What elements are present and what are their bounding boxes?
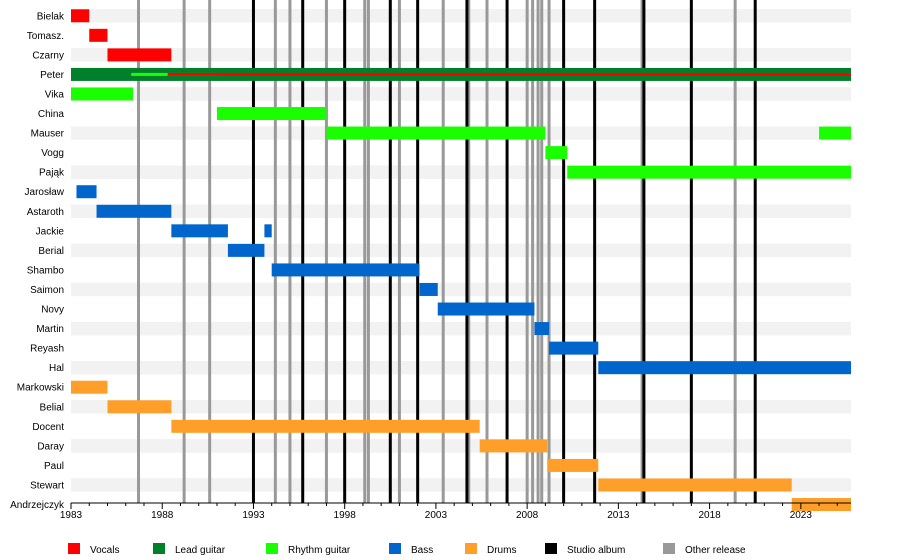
bar-drums: [791, 498, 851, 512]
bar-drums: [171, 419, 480, 433]
x-tick-label: 2023: [790, 510, 813, 521]
bar-bass: [171, 224, 228, 238]
member-label: Vika: [45, 89, 65, 100]
legend-label-rhythm: Rhythm guitar: [288, 545, 351, 556]
bar-drums: [71, 380, 108, 394]
member-label: Paul: [44, 461, 64, 472]
bar-rhythm: [216, 107, 327, 121]
row-band: [71, 204, 851, 219]
bar-bass: [96, 204, 172, 218]
member-label: Astaroth: [27, 207, 64, 218]
x-tick-label: 1998: [334, 510, 357, 521]
member-label: Docent: [32, 422, 64, 433]
legend-swatch-bass: [389, 543, 401, 554]
legend-label-drums: Drums: [487, 545, 516, 556]
bar-rhythm: [567, 165, 851, 179]
row-band: [71, 87, 851, 101]
legend: Vocals Lead guitar Rhythm guitar Bass Drums S…: [68, 543, 746, 556]
member-label: Shambo: [27, 265, 65, 276]
bar-bass: [549, 341, 599, 355]
row-band: [71, 282, 851, 297]
x-tick-label: 2013: [607, 510, 630, 521]
x-tick-label: 1993: [242, 510, 265, 521]
row-band: [71, 48, 851, 62]
member-label: Jackie: [36, 226, 65, 237]
member-label: Andrzejczyk: [10, 500, 65, 511]
bar-bass: [598, 361, 851, 375]
row-band: [71, 321, 851, 336]
bar-vocals: [71, 9, 90, 23]
x-axis: 1983 1988 1993 1998 2003 2008 2013 2018 2023: [60, 502, 851, 521]
member-label: Bielak: [37, 11, 65, 22]
x-tick-label: 2018: [698, 510, 721, 521]
legend-swatch-drums: [465, 543, 477, 554]
member-label: China: [38, 109, 65, 120]
bar-bass: [419, 282, 438, 296]
bar-bass: [227, 243, 265, 257]
member-label: Vogg: [41, 148, 64, 159]
row-band: [71, 439, 851, 453]
bar-rhythm: [71, 87, 134, 101]
member-label: Mauser: [31, 129, 65, 140]
bar-bass: [76, 185, 97, 199]
legend-label-lead: Lead guitar: [175, 545, 226, 556]
member-label: Berial: [38, 246, 64, 257]
bar-vocals: [167, 72, 851, 76]
member-label: Markowski: [17, 383, 64, 394]
legend-label-bass: Bass: [411, 545, 433, 556]
bar-drums: [598, 478, 792, 492]
legend-swatch-studio: [545, 543, 557, 554]
bar-rhythm: [326, 126, 546, 140]
member-labels: Bielak Tomasz. Czarny Peter Vika China Mauser V…: [10, 11, 65, 511]
member-label: Martin: [36, 324, 64, 335]
member-bars: [71, 9, 851, 512]
bar-bass: [437, 302, 535, 316]
bar-bass: [271, 263, 420, 277]
bar-drums: [547, 458, 599, 472]
legend-label-vocals: Vocals: [90, 545, 119, 556]
member-label: Jarosław: [25, 187, 65, 198]
row-band: [71, 400, 851, 414]
member-label: Belial: [40, 402, 64, 413]
member-label: Czarny: [32, 50, 64, 61]
legend-swatch-vocals: [68, 543, 80, 554]
x-tick-label: 1988: [151, 510, 174, 521]
member-label: Saimon: [30, 285, 64, 296]
member-label: Pająk: [39, 168, 65, 179]
bar-rhythm: [819, 126, 851, 140]
member-label: Peter: [40, 70, 65, 81]
member-label: Daray: [37, 441, 64, 452]
legend-swatch-lead: [153, 543, 165, 554]
member-label: Novy: [41, 305, 64, 316]
row-band: [71, 9, 851, 23]
bar-rhythm: [545, 146, 568, 160]
member-label: Tomasz.: [27, 31, 64, 42]
bar-drums: [479, 439, 548, 453]
member-label: Stewart: [30, 480, 64, 491]
legend-swatch-rhythm: [266, 543, 278, 554]
x-tick-label: 2003: [425, 510, 448, 521]
x-tick-label: 1983: [60, 510, 83, 521]
bar-vocals: [107, 48, 172, 62]
member-label: Reyash: [30, 344, 64, 355]
bar-drums: [107, 400, 172, 414]
member-label: Hal: [49, 363, 64, 374]
bar-bass: [534, 322, 550, 336]
bar-vocals: [89, 28, 108, 42]
legend-swatch-other: [663, 543, 675, 554]
legend-label-studio: Studio album: [567, 545, 625, 556]
other-release-lines: [137, 0, 737, 503]
row-band: [71, 243, 851, 258]
legend-label-other: Other release: [685, 545, 746, 556]
bar-bass: [264, 224, 272, 238]
x-tick-label: 2008: [516, 510, 539, 521]
